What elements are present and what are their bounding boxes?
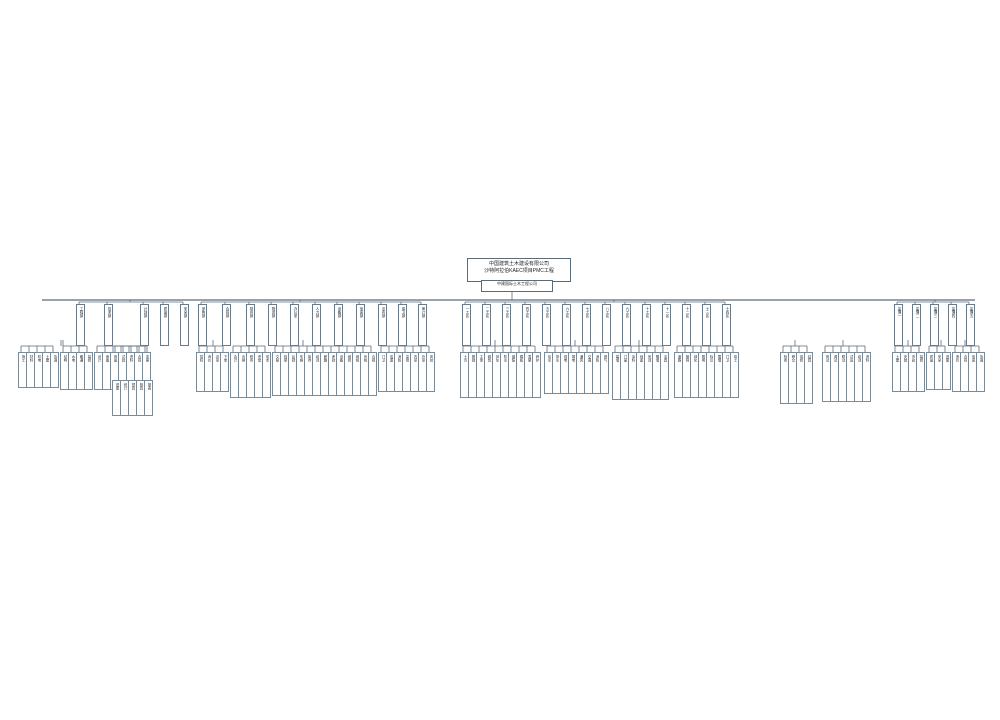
- leaf-node: 协调: [50, 352, 59, 388]
- dept-header: 监理一: [894, 304, 903, 346]
- dept-header: 合同部: [222, 304, 231, 346]
- dept-header: 设备部: [334, 304, 343, 346]
- leaf-node: 合规: [368, 352, 377, 396]
- leaf-node: 洁具: [660, 352, 669, 400]
- leaf-node: 进度: [942, 352, 951, 390]
- root-title-line2: 沙特阿拉伯KAEC项目PMC工程: [474, 268, 564, 275]
- leaf-node: 成本: [262, 352, 271, 398]
- dept-header: 人力部: [312, 304, 321, 346]
- dept-header: 监理三: [930, 304, 939, 346]
- dept-header: 六工区: [562, 304, 571, 346]
- subroot-label: 中建国际土木工程公司: [497, 281, 537, 286]
- dept-header: 十工区: [642, 304, 651, 346]
- leaf-node: 下单: [220, 352, 229, 392]
- dept-header: 财务部: [246, 304, 255, 346]
- dept-header: 五工区: [542, 304, 551, 346]
- dept-header: 监理四: [948, 304, 957, 346]
- dept-header: 三工区: [502, 304, 511, 346]
- dept-header: 八工区: [602, 304, 611, 346]
- org-chart: 中国建筑土木建设有限公司 沙特阿拉伯KAEC项目PMC工程 中建国际土木工程公司…: [0, 0, 1000, 720]
- leaf-node: 竣工: [730, 352, 739, 398]
- leaf-node: 结算: [804, 352, 813, 404]
- dept-header: 十一区: [662, 304, 671, 346]
- dept-header: 办公室: [290, 304, 299, 346]
- leaf-node: 资料: [862, 352, 871, 402]
- dept-header: 九工区: [622, 304, 631, 346]
- leaf-node: 燃气: [600, 352, 609, 394]
- dept-header: 四工区: [522, 304, 531, 346]
- leaf-node: 协调: [976, 352, 985, 392]
- dept-header: 七工区: [582, 304, 591, 346]
- leaf-node: 装修: [916, 352, 925, 392]
- dept-header: 一工区: [462, 304, 471, 346]
- leaf-node: 风控: [426, 352, 435, 392]
- dept-header: 二工区: [482, 304, 491, 346]
- dept-header: 质量部: [160, 304, 169, 346]
- dept-header: 信息部: [356, 304, 365, 346]
- dept-header: 安全部: [180, 304, 189, 346]
- root-node: 中国建筑土木建设有限公司 沙特阿拉伯KAEC项目PMC工程: [467, 258, 571, 282]
- dept-header: 工程部: [76, 304, 85, 346]
- dept-header: 物资部: [268, 304, 277, 346]
- dept-header: 十四区: [722, 304, 731, 346]
- dept-header: 计划部: [140, 304, 149, 346]
- dept-header: 法务部: [378, 304, 387, 346]
- leaf-node: 装修: [84, 352, 93, 390]
- dept-header: 监理五: [966, 304, 975, 346]
- dept-header: 审计部: [418, 304, 427, 346]
- leaf-node: 报表: [144, 380, 153, 416]
- subroot-node: 中建国际土木工程公司: [481, 280, 553, 292]
- dept-header: 十三区: [702, 304, 711, 346]
- dept-header: 监理二: [912, 304, 921, 346]
- dept-header: 十二区: [682, 304, 691, 346]
- dept-header: 采购部: [198, 304, 207, 346]
- dept-header: 保卫部: [398, 304, 407, 346]
- dept-header: 技术部: [104, 304, 113, 346]
- leaf-node: 养护: [532, 352, 541, 398]
